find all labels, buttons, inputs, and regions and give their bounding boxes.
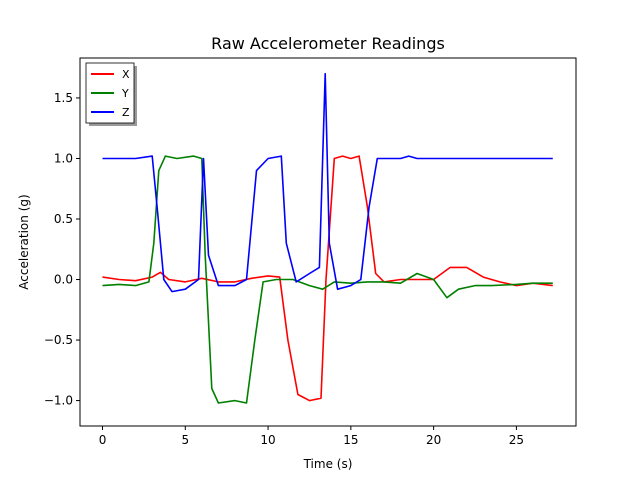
plot-frame <box>79 57 577 427</box>
x-axis-label: Time (s) <box>303 457 353 471</box>
y-axis-label: Acceleration (g) <box>17 194 31 289</box>
x-tick-label: 10 <box>260 433 275 447</box>
x-tick-label: 20 <box>426 433 441 447</box>
x-tick-label: 5 <box>181 433 189 447</box>
chart-title: Raw Accelerometer Readings <box>211 34 445 53</box>
y-tick-label: 1.0 <box>54 151 73 165</box>
plot-area <box>102 72 553 404</box>
y-axis: −1.0 −0.5 0.0 0.5 1.0 1.5 <box>44 91 80 408</box>
legend-label-z: Z <box>122 106 130 119</box>
y-tick-label: 1.5 <box>54 91 73 105</box>
y-tick-label: −1.0 <box>44 394 73 408</box>
legend-label-x: X <box>122 68 130 81</box>
series-line-z <box>102 72 553 293</box>
series-line-y <box>102 155 553 404</box>
x-axis: 0 5 10 15 20 25 <box>99 426 524 447</box>
series-line-x <box>102 155 553 402</box>
y-tick-label: 0.5 <box>54 212 73 226</box>
x-tick-label: 0 <box>99 433 107 447</box>
x-tick-label: 15 <box>343 433 358 447</box>
legend: XYZ <box>85 62 137 126</box>
legend-label-y: Y <box>121 87 129 100</box>
y-tick-label: −0.5 <box>44 333 73 347</box>
y-tick-label: 0.0 <box>54 273 73 287</box>
x-tick-label: 25 <box>509 433 524 447</box>
